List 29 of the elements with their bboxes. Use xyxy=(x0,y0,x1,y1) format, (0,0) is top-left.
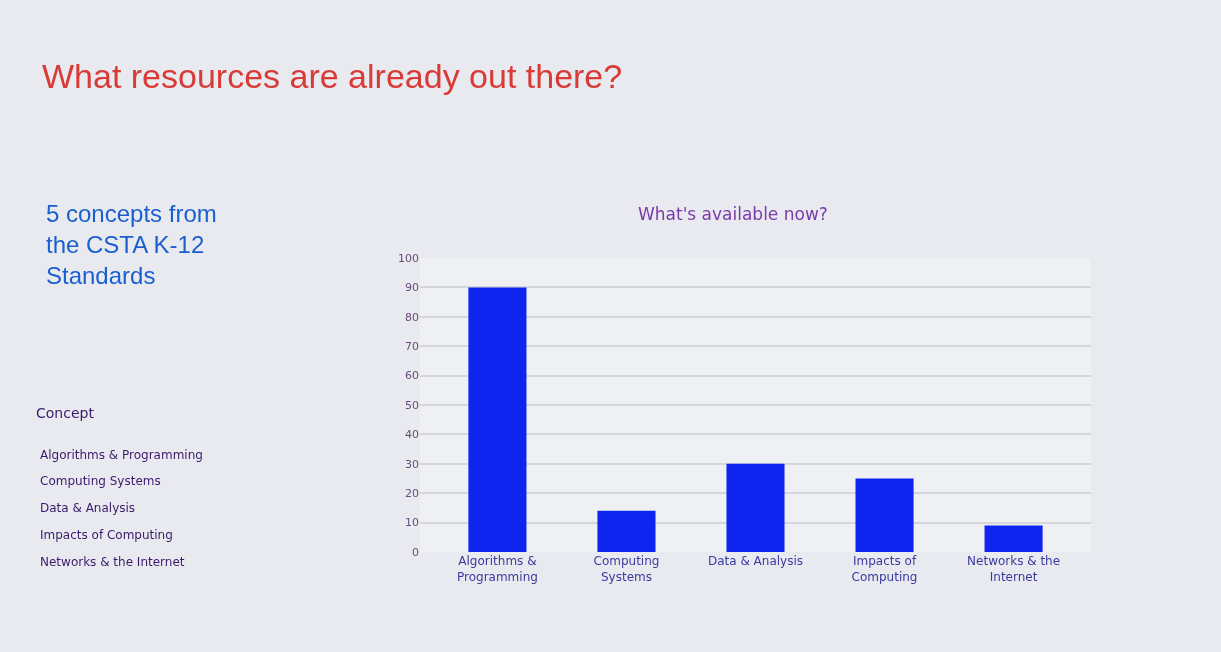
y-tick-label: 30 xyxy=(405,457,419,471)
text: Impacts of Computing xyxy=(40,528,173,542)
y-tick-label: 90 xyxy=(405,281,419,295)
y-tick-label: 40 xyxy=(405,428,419,442)
y-tick-label: 10 xyxy=(405,516,419,530)
bar xyxy=(726,463,785,552)
y-tick-label: 70 xyxy=(405,340,419,354)
y-tick-label: 20 xyxy=(405,487,419,501)
bar xyxy=(984,525,1043,552)
chart-subtitle: What's available now? xyxy=(638,204,828,224)
bar xyxy=(597,510,656,552)
y-tick-label: 0 xyxy=(412,545,419,559)
x-tick-label: Data & Analysis xyxy=(707,554,804,568)
x-tick-label: Algorithms & Programming xyxy=(456,554,538,584)
text: Data & Analysis xyxy=(40,501,136,515)
text: Algorithms & Programming xyxy=(40,448,203,462)
x-tick-label: Impacts of Computing xyxy=(851,554,918,584)
text: Computing Systems xyxy=(40,474,161,488)
chart-title: What resources are already out there? xyxy=(42,57,623,95)
text: Concept xyxy=(36,405,95,421)
x-tick-label: Computing Systems xyxy=(593,554,660,584)
y-tick-label: 80 xyxy=(405,310,419,324)
x-tick-label: Networks & the Internet xyxy=(967,554,1061,584)
bar xyxy=(468,287,527,552)
y-tick-label: 60 xyxy=(405,369,419,383)
bar xyxy=(855,478,914,552)
text: 5 concepts from the CSTA K-12 Standards xyxy=(46,200,217,290)
y-tick-label: 100 xyxy=(398,251,419,265)
y-tick-label: 50 xyxy=(405,398,419,412)
